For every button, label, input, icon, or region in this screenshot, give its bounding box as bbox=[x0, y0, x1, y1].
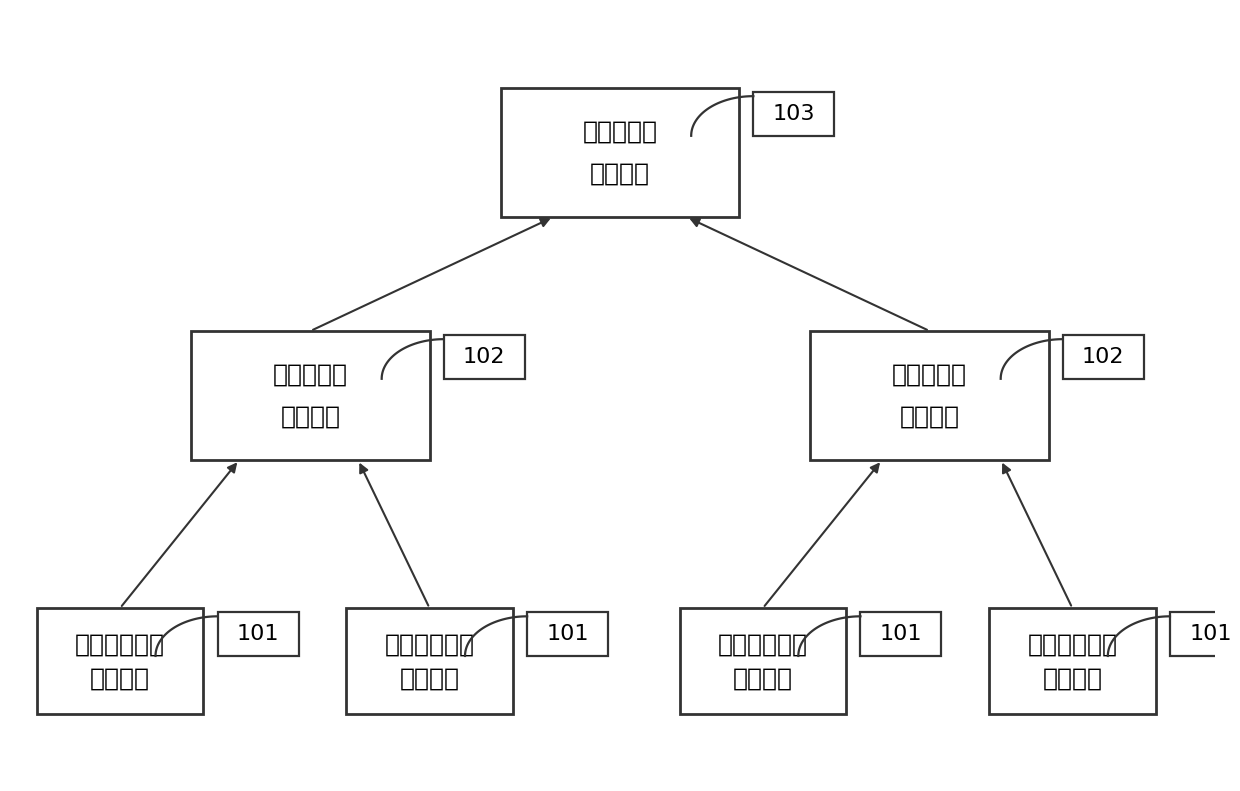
Text: 103: 103 bbox=[773, 104, 815, 123]
Bar bbox=[218, 612, 299, 656]
Text: 动态血糖监: 动态血糖监 bbox=[273, 363, 348, 387]
Text: 监护装置: 监护装置 bbox=[1043, 666, 1102, 691]
Bar bbox=[501, 88, 739, 217]
Text: 析服务器: 析服务器 bbox=[590, 161, 650, 185]
Text: 101: 101 bbox=[1189, 624, 1231, 644]
Text: 102: 102 bbox=[463, 346, 506, 367]
Bar bbox=[346, 608, 513, 714]
Bar bbox=[1063, 335, 1143, 379]
Bar bbox=[191, 331, 429, 460]
Text: 测工作站: 测工作站 bbox=[280, 404, 341, 428]
Text: 测工作站: 测工作站 bbox=[899, 404, 960, 428]
Bar bbox=[1171, 612, 1240, 656]
Text: 血糖智能分: 血糖智能分 bbox=[583, 120, 657, 144]
Bar bbox=[990, 608, 1156, 714]
Text: 实时动态血糖: 实时动态血糖 bbox=[384, 632, 475, 657]
Bar bbox=[444, 335, 525, 379]
Bar bbox=[527, 612, 608, 656]
Text: 动态血糖监: 动态血糖监 bbox=[892, 363, 967, 387]
Text: 101: 101 bbox=[879, 624, 923, 644]
Bar bbox=[37, 608, 203, 714]
Text: 101: 101 bbox=[547, 624, 589, 644]
Bar bbox=[861, 612, 941, 656]
Text: 101: 101 bbox=[237, 624, 279, 644]
Text: 实时动态血糖: 实时动态血糖 bbox=[718, 632, 807, 657]
Bar bbox=[754, 92, 835, 136]
Text: 监护装置: 监护装置 bbox=[399, 666, 460, 691]
Text: 实时动态血糖: 实时动态血糖 bbox=[76, 632, 165, 657]
Bar bbox=[811, 331, 1049, 460]
Bar bbox=[680, 608, 846, 714]
Text: 实时动态血糖: 实时动态血糖 bbox=[1028, 632, 1117, 657]
Text: 102: 102 bbox=[1083, 346, 1125, 367]
Text: 监护装置: 监护装置 bbox=[91, 666, 150, 691]
Text: 监护装置: 监护装置 bbox=[733, 666, 792, 691]
